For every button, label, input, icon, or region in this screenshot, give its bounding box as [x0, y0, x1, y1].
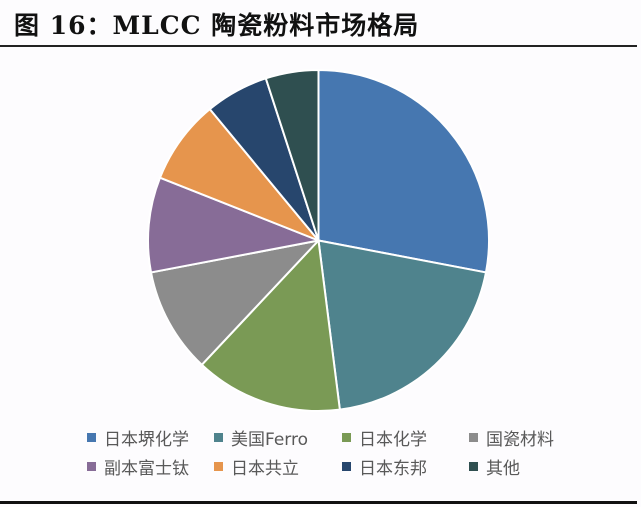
pie-slices [146, 69, 490, 413]
bottom-divider [0, 501, 637, 504]
pie-slice [200, 239, 341, 413]
pie-slice [146, 176, 320, 274]
pie-slice [264, 69, 320, 242]
pie-slice [317, 69, 490, 274]
pie-slice [150, 239, 320, 366]
title-divider [0, 45, 637, 47]
figure-title: 图 16：MLCC 陶瓷粉料市场格局 [14, 11, 420, 40]
pie-slice [317, 239, 487, 411]
